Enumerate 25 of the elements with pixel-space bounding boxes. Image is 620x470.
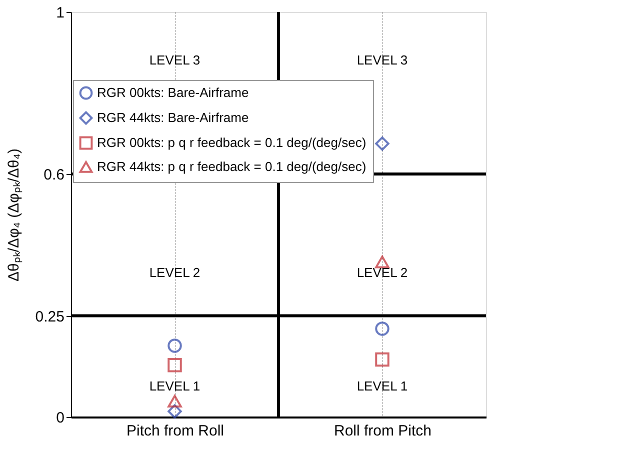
legend-label: RGR 44kts: Bare-Airframe <box>97 110 249 125</box>
point <box>375 352 390 367</box>
legend-label: RGR 00kts: p q r feedback = 0.1 deg/(deg/sec) <box>97 135 366 150</box>
x-tick-label: Pitch from Roll <box>126 422 224 440</box>
annotation: LEVEL 2 <box>356 265 408 280</box>
annotation: LEVEL 3 <box>149 52 200 68</box>
legend-label: RGR 00kts: Bare-Airframe <box>97 85 249 100</box>
annotation: LEVEL 1 <box>149 378 200 394</box>
annotation: LEVEL 2 <box>149 265 200 280</box>
annotation: LEVEL 1 <box>356 378 408 394</box>
point <box>375 322 390 336</box>
y-axis-title: Δθₚₖ/Δφ₄ (Δφₚₖ/Δθ₄) <box>5 148 22 282</box>
point <box>375 136 390 151</box>
point <box>168 394 182 408</box>
y-tick-label: 1 <box>56 4 64 22</box>
y-tick-label: 0.25 <box>35 308 64 326</box>
point <box>168 338 182 353</box>
x-tick-label: Roll from Pitch <box>334 422 432 440</box>
annotation: LEVEL 3 <box>356 52 408 68</box>
y-tick-label: 0.6 <box>44 166 64 184</box>
legend-label: RGR 44kts: p q r feedback = 0.1 deg/(deg/sec) <box>97 159 366 174</box>
point <box>168 358 182 372</box>
point <box>168 404 182 418</box>
point <box>375 256 390 268</box>
y-tick-label: 0 <box>56 410 64 426</box>
